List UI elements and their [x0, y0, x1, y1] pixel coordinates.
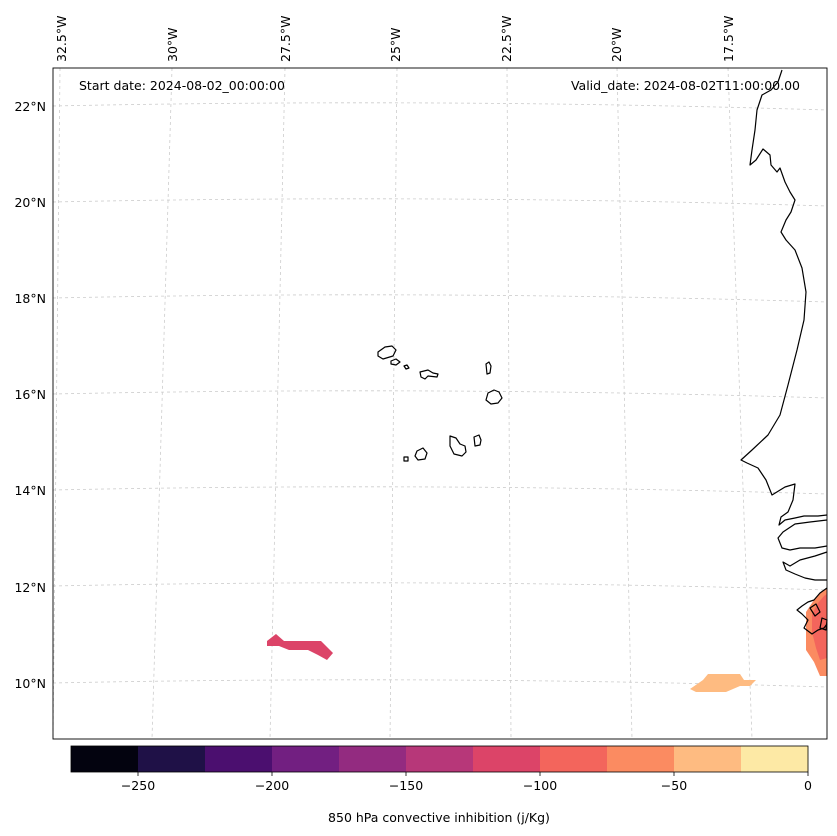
- start-date-label: Start date: 2024-08-02_00:00:00: [79, 78, 285, 93]
- guinea-coast: [796, 587, 828, 635]
- parallel-12n: [52, 582, 828, 591]
- island-sal: [485, 361, 492, 375]
- lon-label-25w: 25°W: [388, 27, 403, 62]
- island-santo-antao: [377, 345, 397, 360]
- lon-label-17-5w: 17.5°W: [721, 16, 736, 62]
- guinea-islands: [809, 603, 828, 631]
- colorbar-tick-label: −50: [661, 778, 687, 793]
- colorbar-swatch: [205, 746, 273, 772]
- lon-label-20w: 20°W: [609, 27, 624, 62]
- island-maio: [473, 434, 482, 447]
- colorbar-ticks: −250 −200 −150 −100 −50 0: [121, 772, 812, 793]
- colorbar-swatch: [138, 746, 206, 772]
- colorbar-swatches: [71, 746, 809, 772]
- map-frame: [52, 67, 828, 740]
- parallel-10n: [52, 679, 828, 688]
- colorbar-swatch: [406, 746, 474, 772]
- cin-patch-coast-inner: [812, 594, 827, 660]
- island-fogo: [414, 447, 428, 461]
- colorbar-swatch: [473, 746, 541, 772]
- island-sao-nicolau: [419, 369, 439, 380]
- parallel-14n: [52, 486, 828, 495]
- lat-label-18n: 18°N: [14, 291, 46, 306]
- colorbar-tick-label: −150: [389, 778, 423, 793]
- meridian-30w: [151, 67, 173, 740]
- island-santiago: [449, 435, 467, 457]
- lon-label-22-5w: 22.5°W: [499, 16, 514, 62]
- lat-label-16n: 16°N: [14, 387, 46, 402]
- parallel-gridlines: [52, 102, 828, 688]
- lon-label-30w: 30°W: [165, 27, 180, 62]
- parallel-18n: [52, 294, 828, 303]
- meridian-gridlines: [52, 67, 753, 740]
- colorbar-swatch: [71, 746, 139, 772]
- colorbar-frame: [70, 745, 809, 773]
- colorbar-swatch: [741, 746, 809, 772]
- meridian-27-5w: [269, 67, 286, 740]
- colorbar-swatch: [607, 746, 675, 772]
- parallel-20n: [52, 198, 828, 207]
- map-background: [53, 68, 827, 739]
- lat-label-10n: 10°N: [14, 676, 46, 691]
- island-boa-vista: [485, 389, 503, 405]
- top-longitude-labels: 32.5°W 30°W 27.5°W 25°W 22.5°W 20°W 17.5…: [54, 16, 736, 62]
- parallel-16n: [52, 390, 828, 399]
- colorbar-tick-label: 0: [804, 778, 812, 793]
- island-sao-vicente: [390, 358, 401, 366]
- island-brava: [403, 456, 409, 462]
- parallel-22n: [52, 102, 828, 111]
- meridian-25w: [389, 67, 398, 740]
- cin-patch-south: [690, 674, 756, 692]
- meridian-17-5w: [727, 67, 753, 740]
- map-area: Start date: 2024-08-02_00:00:00 Valid_da…: [52, 67, 828, 740]
- lat-label-20n: 20°N: [14, 195, 46, 210]
- lat-label-14n: 14°N: [14, 483, 46, 498]
- cin-patch-ocean: [267, 634, 333, 660]
- left-latitude-labels: 22°N 20°N 18°N 16°N 14°N 12°N 10°N: [14, 99, 46, 691]
- coastlines: [377, 69, 828, 635]
- lon-label-32-5w: 32.5°W: [54, 16, 69, 62]
- colorbar-title: 850 hPa convective inhibition (j/Kg): [328, 810, 550, 825]
- guinea-bissau-coast: [782, 551, 828, 581]
- colorbar: −250 −200 −150 −100 −50 0 850 hPa convective …: [70, 745, 812, 825]
- valid-date-label: Valid_date: 2024-08-02T11:00:00.00: [571, 78, 800, 93]
- senegal-gambia-coast: [777, 519, 828, 551]
- island-santa-luzia: [403, 364, 410, 370]
- colorbar-swatch: [339, 746, 407, 772]
- lat-label-22n: 22°N: [14, 99, 46, 114]
- lon-label-27-5w: 27.5°W: [278, 16, 293, 62]
- colorbar-swatch: [540, 746, 608, 772]
- meridian-32-5w: [52, 67, 61, 740]
- colorbar-tick-label: −250: [121, 778, 155, 793]
- lat-label-12n: 12°N: [14, 580, 46, 595]
- colorbar-swatch: [674, 746, 742, 772]
- colorbar-swatch: [272, 746, 340, 772]
- meridian-22-5w: [506, 67, 512, 740]
- colorbar-tick-label: −200: [255, 778, 289, 793]
- west-africa-coastline: [740, 69, 828, 526]
- colorbar-tick-label: −100: [523, 778, 557, 793]
- meridian-20w: [616, 67, 633, 740]
